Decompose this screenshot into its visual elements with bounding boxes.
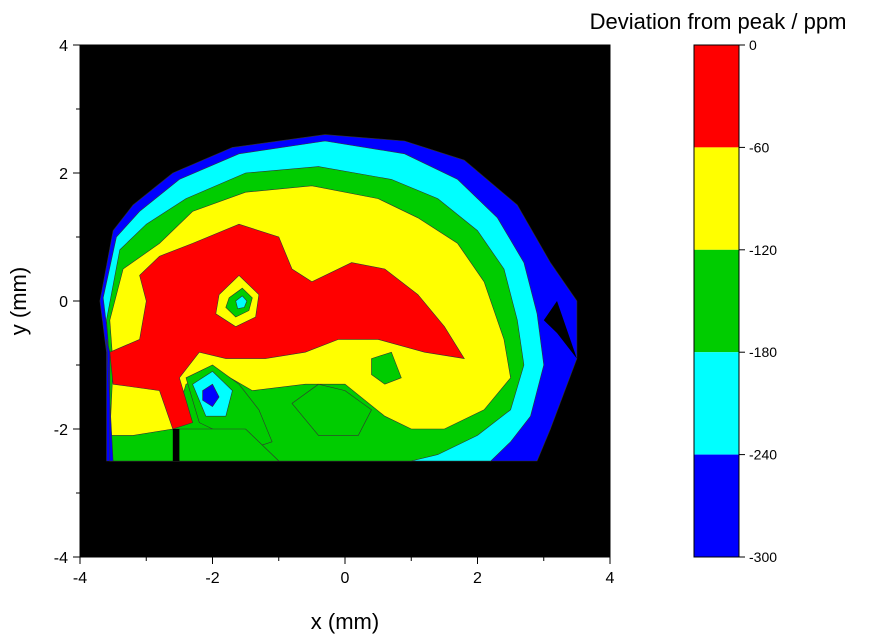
contour-region-11 (291, 383, 372, 436)
colorbar-bands (693, 44, 740, 558)
x-tick-label: 0 (341, 570, 350, 587)
colorbar-tick-label: -60 (749, 139, 769, 155)
y-axis-ticks: 4 2 0 -2 -4 (54, 38, 80, 567)
contour-regions (99, 134, 578, 462)
colorbar-tick-label: -240 (749, 447, 777, 463)
y-tick-label: -2 (54, 422, 68, 439)
x-axis-ticks: -4 -2 0 2 4 (73, 557, 615, 587)
colorbar: Deviation from peak / ppm 0 -60 -120 -180 -2… (590, 9, 847, 565)
contour-region-7 (235, 295, 248, 310)
colorbar-band (694, 147, 739, 250)
contour-region-14 (106, 339, 114, 462)
x-tick-label: 2 (473, 570, 482, 587)
x-axis-title: x (mm) (311, 609, 379, 634)
colorbar-band (694, 45, 739, 148)
x-tick-label: -4 (73, 570, 87, 587)
colorbar-tick-label: -180 (749, 344, 777, 360)
y-tick-label: 2 (59, 166, 68, 183)
y-tick-label: 0 (59, 294, 68, 311)
mask-region-1 (172, 429, 180, 461)
colorbar-band (694, 249, 739, 353)
colorbar-title: Deviation from peak / ppm (590, 9, 847, 34)
colorbar-tick-label: -120 (749, 242, 777, 258)
y-axis-title: y (mm) (6, 267, 31, 335)
contour-region-4 (109, 223, 465, 430)
colorbar-tick-label: 0 (749, 37, 757, 53)
colorbar-ticks: 0 -60 -120 -180 -240 -300 (739, 37, 777, 565)
plot-area (79, 44, 611, 558)
mask-region-0 (543, 301, 577, 359)
contour-region-10 (202, 383, 220, 408)
colorbar-band (694, 454, 739, 557)
y-tick-label: 4 (59, 38, 68, 55)
colorbar-tick-label: -300 (749, 549, 777, 565)
y-tick-label: -4 (54, 550, 68, 567)
colorbar-frame (693, 44, 740, 558)
x-tick-label: -2 (205, 570, 219, 587)
contour-region-12 (371, 351, 402, 385)
colorbar-band (694, 352, 739, 455)
x-tick-label: 4 (606, 570, 615, 587)
